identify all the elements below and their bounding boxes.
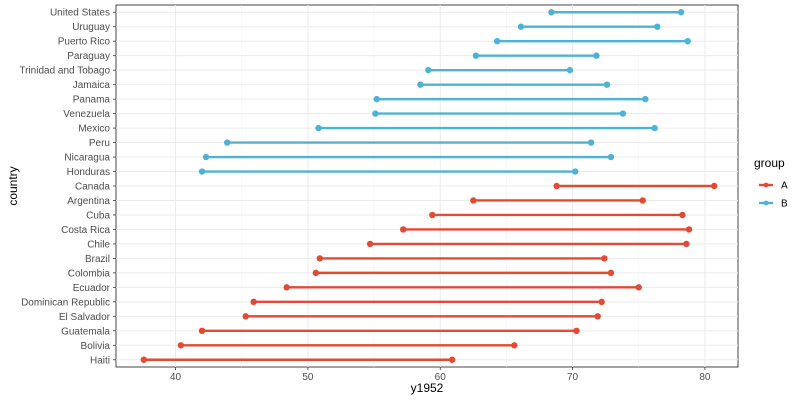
point-end <box>654 23 661 30</box>
y-tick-label: Colombia <box>68 268 111 279</box>
y-tick-label: Canada <box>75 182 110 193</box>
point-start <box>177 342 185 349</box>
point-end <box>679 211 686 219</box>
point-start <box>417 81 424 88</box>
point-start <box>316 255 324 262</box>
point-start <box>202 153 210 161</box>
point-start <box>315 124 322 132</box>
point-end <box>587 139 595 146</box>
y-tick-label: Mexico <box>78 124 110 135</box>
x-tick-label: 40 <box>170 372 182 383</box>
y-axis: United States Uruguay Puerto Rico Paraguay T… <box>19 8 116 366</box>
point-end <box>601 255 608 262</box>
y-tick-label: Peru <box>89 138 110 149</box>
y-axis-title: country <box>6 166 20 205</box>
dumbbell-points <box>140 9 718 363</box>
point-start <box>250 298 257 306</box>
point-start <box>553 182 560 190</box>
y-tick-label: Haiti <box>90 355 110 366</box>
x-tick-label: 60 <box>435 372 447 383</box>
point-end <box>566 66 574 74</box>
point-end <box>572 168 579 175</box>
x-tick-label: 70 <box>567 372 579 383</box>
point-start <box>372 110 379 117</box>
point-end <box>573 327 580 334</box>
legend-key-point <box>763 182 769 188</box>
point-start <box>242 313 249 320</box>
x-tick-label: 80 <box>699 372 711 383</box>
point-start <box>472 52 480 59</box>
y-tick-label: El Salvador <box>59 312 111 323</box>
y-tick-label: United States <box>50 8 110 19</box>
point-start <box>470 197 477 204</box>
point-end <box>684 38 691 45</box>
point-start <box>198 168 206 175</box>
point-end <box>651 124 658 132</box>
point-start <box>312 269 320 277</box>
point-end <box>619 110 627 117</box>
y-tick-label: Honduras <box>67 167 110 178</box>
point-end <box>642 95 649 103</box>
y-tick-label: Cuba <box>86 210 110 221</box>
y-tick-label: Chile <box>87 239 110 250</box>
y-tick-label: Panama <box>73 95 111 106</box>
point-end <box>607 269 615 277</box>
point-start <box>517 23 525 30</box>
dumbbell-segments <box>143 11 715 361</box>
legend-key-point <box>763 200 769 206</box>
legend-label: B <box>781 199 788 210</box>
y-tick-label: Argentina <box>67 196 110 207</box>
y-tick-label: Dominican Republic <box>21 297 110 308</box>
y-tick-label: Guatemala <box>61 326 110 337</box>
point-end <box>685 226 693 233</box>
y-tick-label: Jamaica <box>73 80 111 91</box>
point-start <box>366 240 374 248</box>
point-start <box>198 327 206 334</box>
point-end <box>593 52 600 59</box>
point-start <box>399 226 407 233</box>
y-tick-label: Paraguay <box>67 51 110 62</box>
x-axis-title: y1952 <box>411 381 444 395</box>
legend-title: group <box>754 156 785 170</box>
point-end <box>594 313 601 320</box>
point-end <box>683 240 690 248</box>
x-tick-label: 50 <box>302 372 314 383</box>
point-end <box>598 298 605 306</box>
point-end <box>511 342 518 349</box>
point-start <box>373 95 380 103</box>
legend: group AB <box>754 156 788 210</box>
y-tick-label: Nicaragua <box>64 153 110 164</box>
point-start <box>140 356 147 363</box>
x-axis: 40 50 60 70 80 <box>170 367 711 383</box>
y-tick-label: Puerto Rico <box>58 37 111 48</box>
point-end <box>710 182 718 190</box>
y-tick-label: Ecuador <box>73 283 111 294</box>
point-end <box>639 197 646 204</box>
point-start <box>425 66 432 74</box>
legend-label: A <box>781 181 788 192</box>
point-end <box>635 284 642 291</box>
point-end <box>448 356 456 363</box>
point-start <box>223 139 231 146</box>
y-tick-label: Venezuela <box>63 109 110 120</box>
point-end <box>607 153 615 161</box>
y-tick-label: Bolivia <box>81 341 111 352</box>
point-start <box>548 9 555 16</box>
y-tick-label: Uruguay <box>72 22 110 33</box>
point-end <box>603 81 611 88</box>
y-tick-label: Costa Rica <box>61 225 110 236</box>
point-start <box>283 284 290 291</box>
point-start <box>429 211 436 219</box>
y-tick-label: Trinidad and Tobago <box>19 66 110 77</box>
point-start <box>493 38 501 45</box>
point-end <box>677 9 685 16</box>
y-tick-label: Brazil <box>85 254 110 265</box>
